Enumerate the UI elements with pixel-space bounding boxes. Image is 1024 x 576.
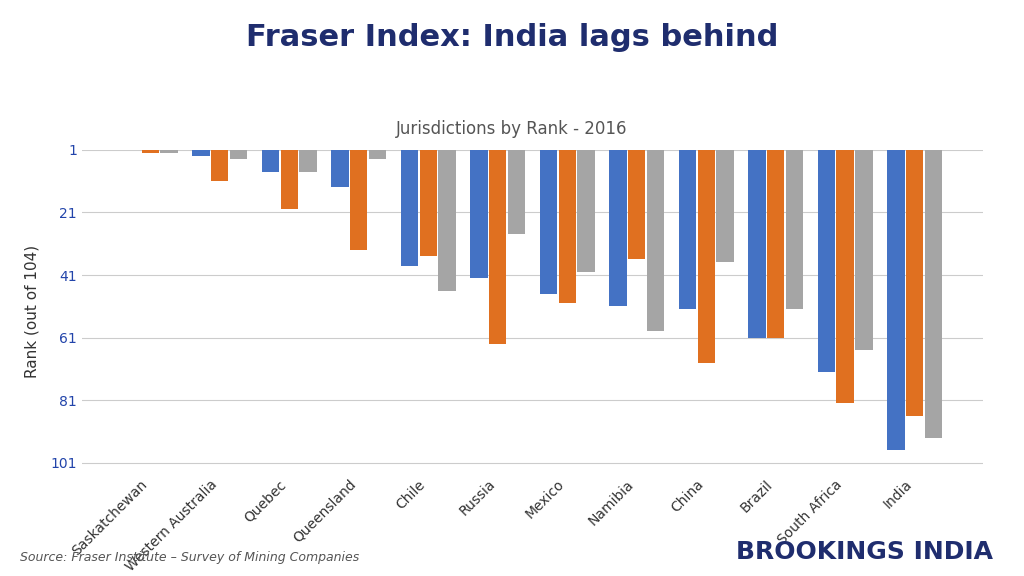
Bar bbox=[438, 150, 456, 291]
Bar bbox=[141, 150, 159, 153]
Bar bbox=[609, 150, 627, 306]
Bar bbox=[193, 150, 210, 156]
Bar bbox=[420, 150, 437, 256]
Bar bbox=[470, 150, 487, 278]
Bar bbox=[837, 150, 854, 403]
Bar bbox=[578, 150, 595, 272]
Bar bbox=[906, 150, 924, 416]
Bar bbox=[508, 150, 525, 234]
Bar bbox=[299, 150, 316, 172]
Bar bbox=[628, 150, 645, 259]
Text: Jurisdictions by Rank - 2016: Jurisdictions by Rank - 2016 bbox=[396, 120, 628, 138]
Bar bbox=[818, 150, 836, 372]
Bar bbox=[161, 150, 178, 153]
Bar bbox=[716, 150, 733, 263]
Bar bbox=[767, 150, 784, 338]
Bar bbox=[281, 150, 298, 209]
Text: Fraser Index: India lags behind: Fraser Index: India lags behind bbox=[246, 23, 778, 52]
Bar bbox=[540, 150, 557, 294]
Bar bbox=[925, 150, 942, 438]
Bar bbox=[855, 150, 872, 350]
Bar bbox=[679, 150, 696, 309]
Bar bbox=[887, 150, 904, 450]
Bar bbox=[697, 150, 715, 363]
Text: BROOKINGS INDIA: BROOKINGS INDIA bbox=[736, 540, 993, 564]
Text: Source: Fraser Institute – Survey of Mining Companies: Source: Fraser Institute – Survey of Min… bbox=[20, 551, 359, 564]
Bar bbox=[350, 150, 368, 250]
Bar bbox=[400, 150, 418, 266]
Bar bbox=[369, 150, 386, 159]
Bar bbox=[749, 150, 766, 338]
Bar bbox=[785, 150, 803, 309]
Bar bbox=[558, 150, 575, 303]
Bar bbox=[211, 150, 228, 181]
Bar bbox=[262, 150, 280, 172]
Bar bbox=[332, 150, 349, 187]
Bar bbox=[229, 150, 247, 159]
Y-axis label: Rank (out of 104): Rank (out of 104) bbox=[25, 244, 40, 378]
Bar bbox=[647, 150, 665, 331]
Bar bbox=[489, 150, 507, 344]
